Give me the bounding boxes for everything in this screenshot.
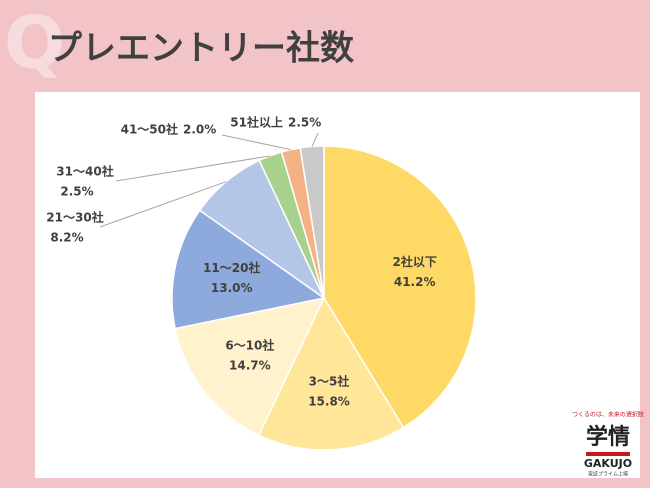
logo-listing: 東証プライム上場 <box>588 471 628 478</box>
slice-category-label: 11〜20社 <box>203 260 260 275</box>
chart-title: プレエントリー社数 <box>48 29 354 69</box>
slice-category-label: 31〜40社 <box>56 164 113 179</box>
logo-brand: GAKUJO <box>584 457 632 470</box>
slice-category-label: 51社以上 <box>230 115 283 130</box>
slice-value-label: 2.5% <box>288 116 321 130</box>
leader-line <box>115 155 271 182</box>
logo: つくるのは、未来の選択肢 学情 GAKUJO 東証プライム上場 <box>572 411 644 478</box>
leader-line <box>311 132 319 147</box>
slice-value-label: 2.5% <box>60 185 93 199</box>
logo-tagline: つくるのは、未来の選択肢 <box>572 411 644 419</box>
slice-value-label: 15.8% <box>308 395 350 409</box>
slice-category-label: 41〜50社 <box>121 122 178 137</box>
slice-value-label: 13.0% <box>211 281 253 295</box>
logo-name: 学情 <box>586 424 630 450</box>
leader-line <box>99 181 227 228</box>
slice-value-label: 2.0% <box>183 123 216 137</box>
pie-slice <box>174 296 326 437</box>
slice-category-label: 21〜30社 <box>46 210 103 225</box>
pie-slice <box>299 145 325 299</box>
watermark: Q <box>4 1 65 85</box>
slice-value-label: 8.2% <box>50 231 83 245</box>
pie-slice <box>257 296 405 451</box>
logo-bar <box>586 452 630 456</box>
pie-slice <box>171 209 326 330</box>
slice-category-label: 3〜5社 <box>309 374 350 389</box>
leader-line <box>221 134 291 151</box>
slice-category-label: 6〜10社 <box>225 338 274 353</box>
pie-slice <box>323 145 477 429</box>
slice-value-label: 14.7% <box>229 359 271 373</box>
slice-value-label: 41.2% <box>394 275 436 289</box>
pie-chart: 2社以下 41.2% 3〜5社 15.8% 6〜10社 14.7% 11〜20社 13.0% 2… <box>46 115 477 451</box>
slice-category-label: 2社以下 <box>393 254 437 269</box>
